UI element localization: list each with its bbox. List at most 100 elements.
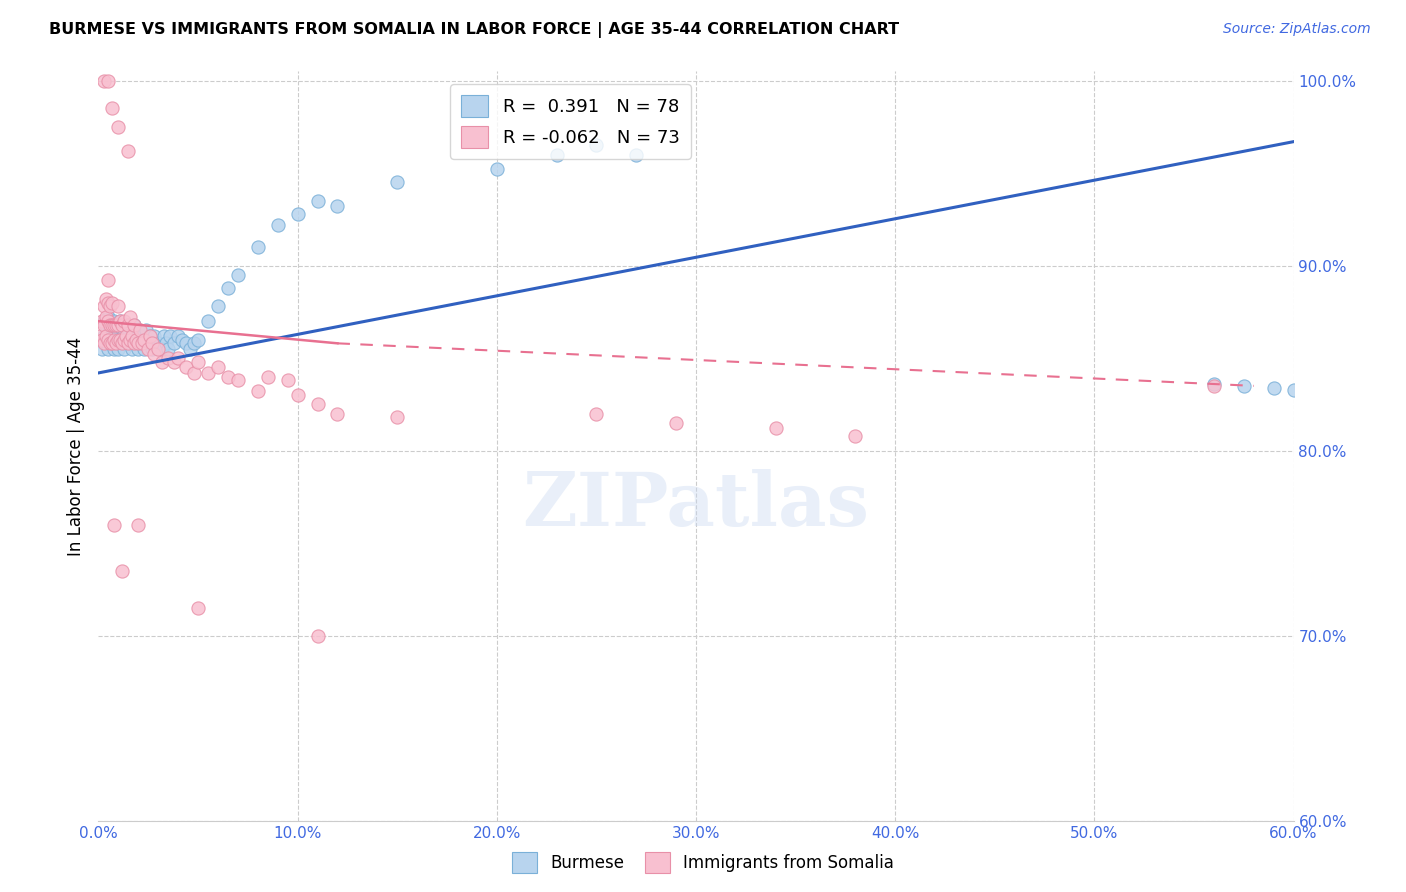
Point (93, 318, 115, 332)
Point (97, 327, 120, 342)
Point (103, 342, 125, 356)
Point (91, 314, 114, 328)
Point (111, 318, 134, 332)
Point (107, 342, 129, 356)
Point (256, 369, 278, 384)
Point (226, 268, 249, 282)
Point (267, 218, 290, 232)
Point (97, 295, 120, 310)
Point (485, 162, 508, 177)
Point (153, 329, 176, 343)
Point (107, 299, 129, 313)
Point (141, 342, 163, 356)
Point (105, 318, 128, 332)
Point (101, 336, 124, 351)
Point (111, 336, 134, 351)
Point (97, 273, 120, 287)
Point (93, 73, 115, 87)
Point (148, 342, 170, 356)
Point (98, 333, 122, 347)
Point (121, 342, 143, 356)
Point (115, 329, 138, 343)
Point (97, 333, 120, 347)
Point (117, 336, 139, 351)
Point (163, 355, 186, 369)
Point (139, 329, 162, 343)
Point (103, 517, 125, 532)
Point (136, 342, 159, 356)
Point (93, 336, 115, 351)
Point (167, 329, 190, 343)
Point (101, 321, 124, 335)
Point (111, 321, 134, 335)
Point (110, 333, 132, 347)
Text: BURMESE VS IMMIGRANTS FROM SOMALIA IN LABOR FORCE | AGE 35-44 CORRELATION CHART: BURMESE VS IMMIGRANTS FROM SOMALIA IN LA… (49, 22, 900, 38)
Point (226, 373, 249, 387)
Point (307, 397, 329, 411)
Point (105, 336, 128, 351)
Point (121, 323, 143, 337)
Point (246, 240, 269, 254)
Point (159, 329, 181, 343)
Point (136, 336, 159, 351)
Point (117, 321, 139, 335)
Point (287, 207, 309, 221)
Point (131, 336, 153, 351)
Point (117, 336, 139, 351)
Y-axis label: In Labor Force | Age 35-44: In Labor Force | Age 35-44 (66, 336, 84, 556)
Point (120, 333, 142, 347)
Legend: R =  0.391   N = 78, R = -0.062   N = 73: R = 0.391 N = 78, R = -0.062 N = 73 (450, 84, 690, 159)
Point (97, 342, 120, 356)
Point (217, 369, 239, 384)
Point (96, 329, 118, 343)
Point (141, 336, 163, 351)
Point (217, 281, 239, 295)
Point (115, 318, 138, 332)
Text: Source: ZipAtlas.com: Source: ZipAtlas.com (1223, 22, 1371, 37)
Point (163, 336, 186, 351)
Point (103, 329, 125, 343)
Point (174, 336, 197, 351)
Point (172, 333, 194, 347)
Point (135, 323, 157, 337)
Point (127, 336, 149, 351)
Point (157, 342, 180, 356)
Point (98, 323, 122, 337)
Point (626, 147, 648, 161)
Point (287, 388, 309, 402)
Point (105, 323, 128, 337)
Point (103, 318, 125, 332)
Point (197, 314, 219, 328)
Point (131, 329, 153, 343)
Point (93, 329, 115, 343)
Point (143, 347, 166, 361)
Point (124, 336, 146, 351)
Point (97, 314, 120, 328)
Point (91, 342, 114, 356)
Point (98, 299, 122, 313)
Point (125, 333, 148, 347)
Point (150, 342, 173, 356)
Point (1202, 379, 1225, 393)
Point (98, 336, 122, 351)
Point (101, 318, 124, 332)
Point (112, 333, 135, 347)
Point (307, 629, 329, 643)
Point (187, 600, 209, 615)
Point (105, 336, 128, 351)
Point (187, 333, 209, 347)
Point (89, 333, 111, 347)
Point (307, 194, 329, 208)
Point (385, 410, 409, 425)
Point (89, 329, 111, 343)
Point (585, 407, 607, 421)
Point (197, 366, 219, 380)
Point (326, 199, 349, 213)
Point (129, 323, 152, 337)
Point (127, 342, 149, 356)
Point (112, 327, 135, 342)
Point (844, 429, 866, 443)
Point (765, 421, 787, 435)
Point (167, 351, 190, 365)
Point (183, 336, 205, 351)
